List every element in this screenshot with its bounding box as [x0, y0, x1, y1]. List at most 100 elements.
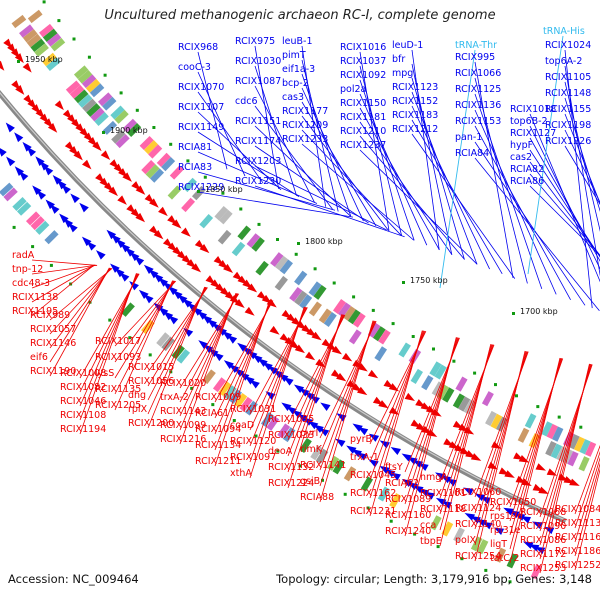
reverse-gene-label: coaD [230, 420, 254, 431]
forward-gene-label-leader [197, 191, 354, 218]
marker-dot [239, 207, 243, 211]
forward-gene [5, 122, 15, 133]
reverse-gene-label-leader [509, 357, 561, 564]
forward-gene [440, 475, 452, 484]
reverse-gene-label: RCIX1195 [12, 306, 58, 317]
forward-gene-label-leader [359, 149, 478, 265]
feature-block [126, 122, 142, 138]
forward-gene [503, 507, 514, 516]
reverse-gene-label-leader [404, 337, 457, 537]
reverse-gene-label-leader [439, 344, 492, 547]
reverse-gene-label: RCIA62 [385, 478, 419, 489]
forward-gene-label: RCIX1229 [178, 182, 224, 193]
forward-gene-label-leader [301, 59, 339, 212]
reverse-gene [294, 344, 305, 354]
forward-gene-label-leader [564, 81, 600, 232]
feature-block [551, 426, 564, 442]
marker-dot [42, 0, 46, 4]
forward-gene [222, 330, 233, 340]
reverse-gene-label: deoA [268, 446, 293, 457]
forward-gene [252, 354, 263, 364]
forward-gene [158, 306, 169, 317]
forward-gene [244, 375, 255, 385]
forward-gene-label: RCIX1066 [455, 68, 501, 79]
reverse-gene [223, 263, 234, 273]
reverse-gene-label-leader [31, 264, 95, 317]
feature-block [90, 107, 105, 122]
forward-gene-label: top6A-2 [545, 56, 582, 67]
forward-gene-label: pan-1 [455, 132, 482, 143]
marker-dot [190, 386, 194, 390]
feature-block [231, 241, 246, 257]
feature-block [212, 377, 227, 393]
marker-dot [152, 126, 156, 129]
feature-block [218, 381, 232, 396]
reverse-gene-label: tbpE [420, 536, 442, 547]
feature-block [453, 527, 465, 543]
reverse-gene [244, 306, 255, 316]
feature-block [310, 445, 323, 461]
feature-block [567, 451, 579, 467]
feature-block [183, 177, 197, 193]
feature-block [156, 332, 170, 347]
scale-label: 1950 kbp [25, 55, 63, 64]
scale-tick-mark [402, 281, 405, 284]
reverse-gene-label: RCIX1094 [195, 424, 241, 435]
reverse-gene-label-leader [369, 330, 423, 517]
marker-dot [484, 568, 488, 572]
feature-block [30, 38, 46, 53]
marker-dot [391, 322, 395, 326]
forward-gene [6, 156, 16, 167]
forward-gene-label: RCIX1149 [178, 122, 224, 133]
reverse-gene-label: eif6 [30, 352, 48, 363]
forward-gene [163, 311, 174, 321]
forward-gene [207, 318, 217, 328]
forward-gene-label: RCIX1037 [340, 56, 386, 67]
reverse-gene-label: RCIX1089 [385, 494, 431, 505]
forward-gene [138, 289, 149, 300]
marker-dot [135, 108, 139, 112]
forward-gene-label: bcp-2 [282, 78, 309, 89]
feature-block [122, 118, 138, 133]
forward-gene [129, 251, 140, 262]
marker-dot [515, 394, 518, 398]
accession-text: Accession: NC_009464 [8, 572, 139, 586]
feature-block [30, 216, 45, 231]
forward-gene-label-leader [411, 77, 465, 260]
reverse-gene-label: RCIX1045 [350, 470, 396, 481]
marker-dot [366, 506, 370, 510]
reverse-gene-label: RCIX1194 [60, 424, 106, 435]
forward-gene-label-leader [301, 87, 364, 222]
feature-block [260, 412, 274, 428]
forward-gene-label: RCIX1123 [392, 82, 438, 93]
feature-block [27, 9, 43, 24]
feature-block [266, 415, 280, 431]
reverse-gene [158, 206, 168, 217]
forward-gene-label-leader [359, 135, 465, 260]
reverse-gene [191, 263, 202, 273]
feature-block [429, 515, 442, 531]
genome-backbone [0, 89, 567, 524]
feature-block [199, 213, 214, 229]
reverse-gene-label: tnp-12 [12, 264, 43, 275]
forward-gene-label: RCIA84 [455, 148, 489, 159]
forward-gene [114, 267, 125, 278]
marker-dot [436, 545, 440, 549]
feature-block [145, 164, 160, 179]
reverse-gene [135, 185, 146, 195]
forward-gene-label-leader [301, 129, 402, 236]
forward-gene [480, 496, 491, 504]
marker-dot [88, 300, 92, 304]
reverse-gene-label: RCIX1172 [520, 549, 566, 560]
feature-block [585, 441, 597, 457]
marker-dot [371, 308, 375, 312]
forward-gene [418, 488, 430, 497]
reverse-gene-label: RCIX989 [30, 310, 70, 321]
feature-block [545, 440, 557, 457]
forward-gene-label: RCIX1127 [510, 128, 556, 139]
marker-dot [432, 347, 435, 351]
feature-block [73, 89, 89, 104]
reverse-gene-label: RCIX1015 [128, 362, 174, 373]
reverse-gene-label: RCIX1099 [160, 420, 206, 431]
forward-gene-label-leader [529, 161, 600, 257]
